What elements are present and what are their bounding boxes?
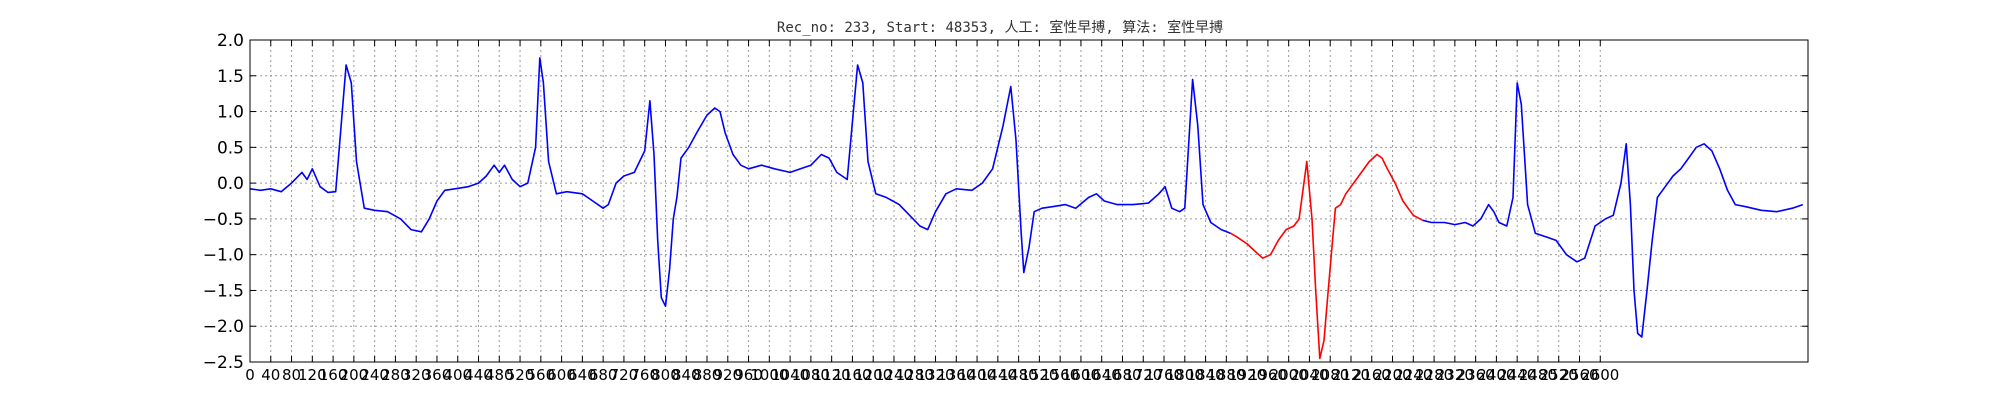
x-tick-label: 1840	[1186, 366, 1224, 384]
plot-frame	[249, 39, 1809, 363]
x-tick-label: 320	[402, 366, 431, 384]
x-tick-label: 560	[527, 366, 556, 384]
x-tick-label: 840	[672, 366, 701, 384]
x-tick-label: 2360	[1457, 366, 1495, 384]
x-tick-label: 2000	[1270, 366, 1308, 384]
x-tick-label: 1880	[1207, 366, 1245, 384]
x-tick-label: 1560	[1041, 366, 1079, 384]
x-tick-label: 1040	[771, 366, 809, 384]
ecg-series-line-1	[249, 57, 1231, 307]
ecg-series-line-2	[1230, 153, 1424, 360]
x-tick-label: 1720	[1124, 366, 1162, 384]
x-tick-label: 1160	[833, 366, 871, 384]
x-tick-label: 2480	[1519, 366, 1557, 384]
x-tick-label: 240	[360, 366, 389, 384]
x-tick-label: 1520	[1020, 366, 1058, 384]
x-tick-label: 200	[340, 366, 369, 384]
x-tick-label: 1320	[916, 366, 954, 384]
x-tick-label: 760	[630, 366, 659, 384]
x-tick-label: 1680	[1103, 366, 1141, 384]
x-tick-label: 720	[610, 366, 639, 384]
x-tick-label: 0	[245, 366, 255, 384]
y-tick-label: 2.0	[217, 31, 244, 51]
grid	[249, 39, 1808, 363]
y-axis: −2.5 −2.0 −1.5 −1.0 −0.5 0.0 0.5 1.0 1.5 2.0	[203, 31, 1808, 373]
y-tick-label: −1.0	[203, 246, 244, 266]
x-tick-label: 2440	[1498, 366, 1536, 384]
y-tick-label: −2.5	[203, 353, 244, 373]
x-tick-label: 440	[464, 366, 493, 384]
plot-series	[249, 57, 1804, 360]
x-tick-label: 2080	[1311, 366, 1349, 384]
x-tick-label: 1600	[1062, 366, 1100, 384]
y-tick-label: −1.5	[203, 281, 244, 301]
x-tick-label: 2200	[1373, 366, 1411, 384]
x-tick-label: 2320	[1436, 366, 1474, 384]
x-tick-label: 1360	[937, 366, 975, 384]
x-tick-label: 2400	[1477, 366, 1515, 384]
x-tick-label: 1800	[1166, 366, 1204, 384]
x-tick-label: 1920	[1228, 366, 1266, 384]
x-tick-label: 640	[568, 366, 597, 384]
chart-title: Rec_no: 233, Start: 48353, 人工: 室性早搏, 算法:…	[777, 19, 1223, 36]
y-tick-label: −2.0	[203, 317, 244, 337]
x-tick-label: 600	[547, 366, 576, 384]
y-tick-label: 0.0	[217, 174, 244, 194]
x-tick-label: 480	[485, 366, 514, 384]
x-tick-label: 2120	[1332, 366, 1370, 384]
y-tick-label: −0.5	[203, 210, 244, 230]
x-tick-label: 2160	[1353, 366, 1391, 384]
x-tick-label: 360	[423, 366, 452, 384]
x-tick-label: 2560	[1560, 366, 1598, 384]
x-tick-label: 1640	[1083, 366, 1121, 384]
x-tick-label: 680	[589, 366, 618, 384]
x-tick-label: 40	[261, 366, 280, 384]
x-tick-label: 2600	[1581, 366, 1619, 384]
x-tick-label: 800	[651, 366, 680, 384]
x-tick-label: 120	[298, 366, 327, 384]
x-tick-label: 2520	[1540, 366, 1578, 384]
x-tick-label: 1240	[875, 366, 913, 384]
x-tick-label: 1760	[1145, 366, 1183, 384]
x-tick-label: 1960	[1249, 366, 1287, 384]
ecg-series-line-3	[1422, 82, 1804, 338]
x-tick-label: 2040	[1290, 366, 1328, 384]
x-tick-label: 920	[713, 366, 742, 384]
x-tick-label: 1120	[813, 366, 851, 384]
x-tick-label: 1080	[792, 366, 830, 384]
y-tick-label: 1.0	[217, 103, 244, 123]
x-axis: 0 40 8012016020024028032036040044048052056…	[245, 40, 1619, 384]
y-tick-label: 1.5	[217, 67, 244, 87]
x-tick-label: 520	[506, 366, 535, 384]
x-tick-label: 1400	[958, 366, 996, 384]
x-tick-label: 160	[319, 366, 348, 384]
x-tick-label: 1480	[1000, 366, 1038, 384]
y-tick-label: 0.5	[217, 138, 244, 158]
x-tick-label: 280	[381, 366, 410, 384]
x-tick-label: 2240	[1394, 366, 1432, 384]
x-tick-label: 1200	[854, 366, 892, 384]
x-tick-label: 80	[282, 366, 301, 384]
x-tick-label: 880	[693, 366, 722, 384]
x-tick-label: 400	[443, 366, 472, 384]
x-tick-label: 960	[734, 366, 763, 384]
x-tick-label: 2280	[1415, 366, 1453, 384]
x-tick-label: 1280	[896, 366, 934, 384]
x-tick-label: 1000	[750, 366, 788, 384]
x-tick-label: 1440	[979, 366, 1017, 384]
